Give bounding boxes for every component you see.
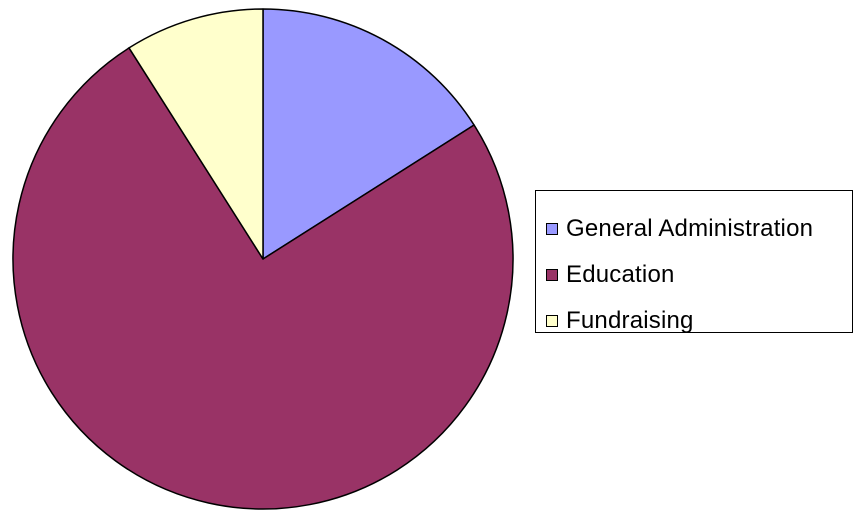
legend-label-fundraising: Fundraising [566, 307, 694, 334]
legend-item-fundraising: Fundraising [546, 298, 852, 344]
legend-swatch-general-administration [546, 223, 558, 235]
legend-item-education: Education [546, 252, 852, 298]
pie-slice-general-administration [262, 8, 475, 260]
legend-swatch-fundraising [546, 315, 558, 327]
legend-label-education: Education [566, 261, 675, 288]
chart-legend: General Administration Education Fundrai… [535, 190, 853, 334]
pie-slice-education [12, 47, 514, 510]
legend-item-general-administration: General Administration [546, 206, 852, 252]
pie-slices [12, 8, 514, 510]
legend-label-general-administration: General Administration [566, 215, 814, 242]
legend-swatch-education [546, 269, 558, 281]
pie-slice-fundraising [128, 8, 264, 260]
